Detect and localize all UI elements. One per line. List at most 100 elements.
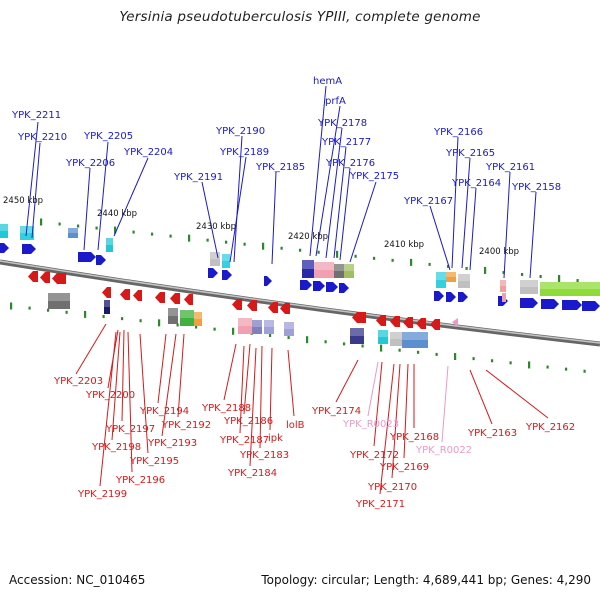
feature-annotation-block	[378, 330, 388, 344]
gene-label: YPK_2195	[129, 456, 179, 467]
feature-annotation-block	[168, 308, 178, 324]
scale-tick-outer	[114, 226, 117, 234]
feature-annotation-block	[194, 312, 202, 326]
scale-tick-inner	[102, 315, 105, 319]
gene-leader-line	[233, 135, 243, 263]
gene-leader-line	[335, 359, 359, 403]
scale-tick-outer	[428, 262, 431, 266]
scale-tick-outer	[576, 279, 579, 283]
reverse-gene-arrow	[133, 290, 142, 301]
feature-block-shade	[540, 282, 600, 289]
scale-tick-outer	[262, 242, 265, 250]
scale-tick-outer	[95, 226, 98, 230]
kbp-label: 2410 kbp	[384, 240, 424, 250]
scale-tick-outer	[447, 264, 450, 268]
feature-block-shade	[350, 328, 364, 336]
scale-tick-outer	[317, 250, 320, 254]
reverse-gene-arrow	[416, 318, 426, 329]
feature-block-shade	[446, 272, 456, 277]
forward-gene-arrow	[520, 298, 538, 308]
scale-tick-inner	[583, 369, 586, 373]
feature-annotation-block	[68, 228, 78, 238]
gene-label: YPK_2164	[451, 178, 501, 189]
genome-title: Yersinia pseudotuberculosis YPIII, compl…	[119, 9, 481, 25]
feature-block-shade	[252, 320, 262, 327]
gene-label: YPK_2190	[215, 126, 265, 137]
feature-annotation-block	[540, 282, 600, 296]
reverse-gene-arrow	[268, 302, 278, 313]
gene-leader-line	[373, 361, 383, 447]
gene-label: YPK_2161	[485, 162, 535, 173]
feature-annotation-block	[350, 328, 364, 344]
kbp-label: 2400 kbp	[479, 247, 519, 257]
rna-gene-arrow	[452, 318, 458, 327]
scale-tick-inner	[509, 361, 512, 365]
gene-leader-line	[309, 85, 327, 257]
gene-label: YPK_2185	[255, 162, 305, 173]
gene-leader-line	[469, 369, 493, 425]
feature-annotation-block	[500, 280, 506, 292]
reverse-gene-arrow	[403, 317, 413, 328]
gene-leader-line	[339, 167, 351, 261]
genome-summary: Topology: circular; Length: 4,689,441 bp…	[261, 573, 591, 587]
gene-label: YPK_2192	[161, 420, 211, 431]
gene-label: YPK_2211	[11, 110, 61, 121]
rna-gene-arrow	[502, 293, 506, 302]
feature-annotation-block	[458, 274, 470, 288]
scale-tick-outer	[410, 258, 413, 266]
gene-leader-line	[271, 171, 277, 265]
forward-gene-arrow	[582, 301, 600, 311]
scale-tick-outer	[225, 240, 228, 244]
scale-tick-outer	[539, 274, 542, 278]
gene-label: YPK_2168	[389, 432, 439, 443]
gene-label: YPK_2169	[379, 462, 429, 473]
reverse-gene-arrow	[430, 319, 440, 330]
gene-leader-line	[201, 181, 219, 259]
gene-label: YPK_2158	[511, 182, 561, 193]
gene-label: YPK_2199	[77, 489, 127, 500]
scale-tick-outer	[558, 275, 561, 283]
gene-label: YPK_2171	[355, 499, 405, 510]
gene-leader-line	[223, 343, 237, 401]
feature-annotation-block	[520, 280, 538, 294]
feature-annotation-block	[284, 322, 294, 336]
scale-tick-inner	[121, 317, 124, 321]
scale-tick-outer	[77, 224, 80, 228]
gene-leader-line	[403, 363, 409, 459]
gene-leader-line	[31, 142, 41, 239]
reverse-gene-arrow	[28, 271, 38, 282]
gene-label: YPK_2178	[317, 118, 367, 129]
gene-label: YPK_2203	[53, 376, 103, 387]
feature-block-shade	[48, 293, 70, 301]
gene-label: YPK_2198	[91, 442, 141, 453]
feature-annotation-block	[104, 300, 110, 314]
kbp-label: 2420 kbp	[288, 232, 328, 242]
feature-annotation-block	[238, 318, 252, 334]
gene-leader-line	[25, 121, 39, 237]
scale-tick-inner	[65, 310, 68, 314]
feature-block-shade	[390, 332, 402, 339]
scale-tick-inner	[472, 357, 475, 361]
scale-tick-outer	[169, 234, 172, 238]
forward-gene-arrow	[222, 270, 232, 280]
feature-annotation-block	[446, 272, 456, 282]
scale-tick-outer	[299, 248, 302, 252]
scale-tick-outer	[151, 232, 154, 236]
feature-block-shade	[194, 312, 202, 319]
scale-tick-inner	[435, 352, 438, 356]
gene-leader-line	[469, 187, 477, 271]
forward-gene-arrow	[446, 292, 456, 302]
feature-block-shade	[180, 310, 194, 318]
gene-label: YPK_2196	[115, 475, 165, 486]
scale-tick-outer	[521, 272, 524, 276]
reverse-gene-arrow	[184, 294, 193, 305]
gene-label: YPK_2172	[349, 450, 399, 461]
feature-block-shade	[264, 320, 274, 327]
kbp-label: 2450 kbp	[3, 196, 43, 206]
scale-tick-inner	[361, 344, 364, 348]
gene-label: YPK_R0023	[342, 419, 399, 430]
gene-label: YPK_2205	[83, 131, 133, 142]
gene-label: YPK_2167	[403, 196, 453, 207]
scale-tick-outer	[391, 258, 394, 262]
gene-leader-line	[161, 333, 177, 437]
